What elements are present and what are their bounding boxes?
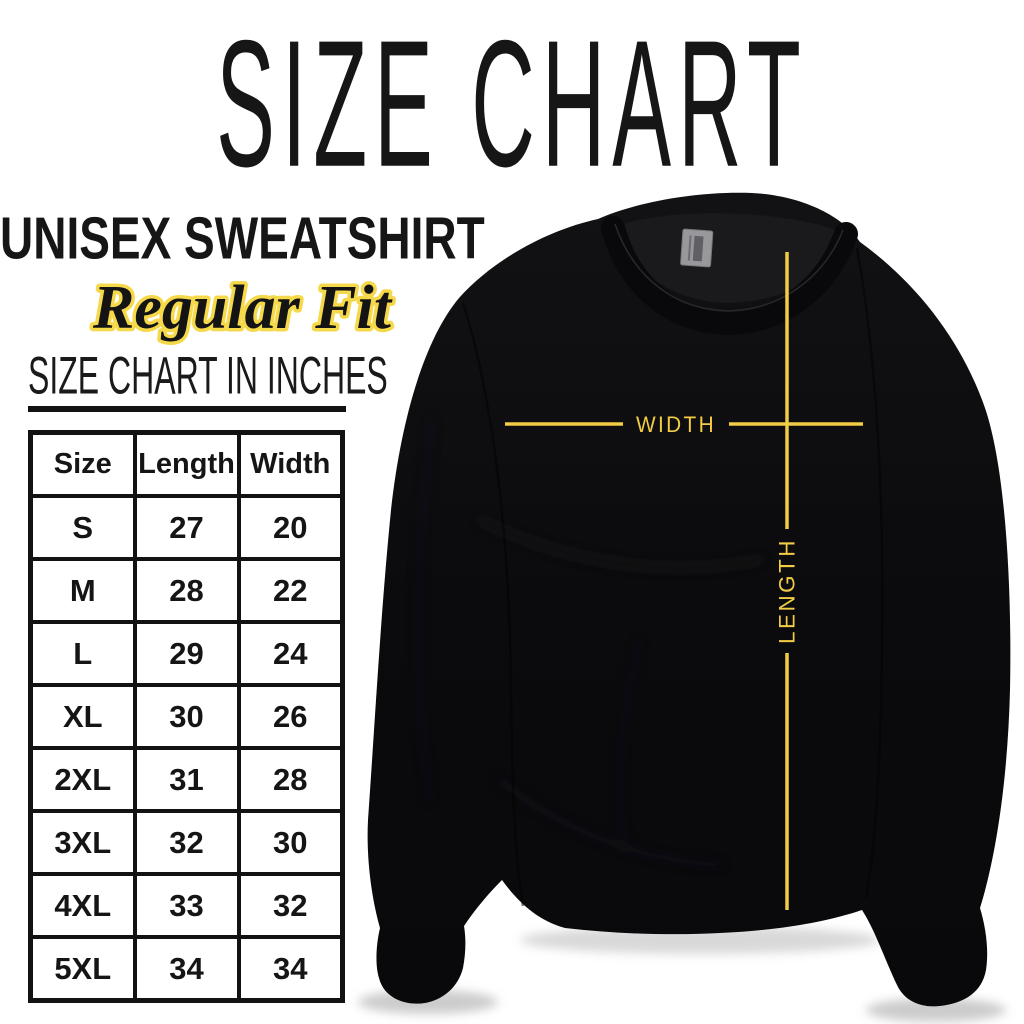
width-cell: 30	[236, 809, 345, 876]
section-heading: SIZE CHART IN INCHES	[28, 347, 388, 406]
col-header-length: Length	[132, 430, 241, 498]
length-cell: 33	[132, 872, 241, 939]
table-row: 3XL 32 30	[28, 809, 345, 876]
width-cell: 22	[236, 557, 345, 624]
size-cell: 2XL	[28, 746, 137, 813]
ground-shadow	[358, 926, 1006, 1022]
length-cell: 28	[132, 557, 241, 624]
width-cell: 32	[236, 872, 345, 939]
col-header-size: Size	[28, 430, 137, 498]
width-cell: 24	[236, 620, 345, 687]
length-cell: 27	[132, 494, 241, 561]
length-cell: 32	[132, 809, 241, 876]
measurement-overlay: WIDTH LENGTH	[505, 252, 863, 910]
table-row: 4XL 33 32	[28, 872, 345, 939]
table-row: M 28 22	[28, 557, 345, 624]
size-table: Size Length Width S 27 20 M 28 22 L 29 2…	[28, 430, 345, 1003]
length-measure-label: LENGTH	[775, 538, 800, 644]
brand-tag	[680, 228, 714, 268]
width-cell: 26	[236, 683, 345, 750]
size-cell: 5XL	[28, 935, 137, 1003]
section-heading-underline: SIZE CHART IN INCHES	[28, 350, 388, 412]
fit-label: Regular Fit	[92, 274, 393, 342]
width-cell: 20	[236, 494, 345, 561]
size-cell: M	[28, 557, 137, 624]
sleeve-seams	[461, 247, 884, 907]
table-header-row: Size Length Width	[28, 430, 345, 498]
size-cell: 4XL	[28, 872, 137, 939]
table-row: 5XL 34 34	[28, 935, 345, 1003]
length-cell: 29	[132, 620, 241, 687]
fit-label-graphic: Regular Fit	[88, 271, 396, 346]
table-row: 2XL 31 28	[28, 746, 345, 813]
length-cell: 34	[132, 935, 241, 1003]
width-measure-label: WIDTH	[636, 412, 716, 437]
table-row: S 27 20	[28, 494, 345, 561]
table-row: L 29 24	[28, 620, 345, 687]
size-cell: S	[28, 494, 137, 561]
col-header-width: Width	[236, 430, 345, 498]
width-cell: 28	[236, 746, 345, 813]
width-cell: 34	[236, 935, 345, 1003]
size-cell: 3XL	[28, 809, 137, 876]
table-row: XL 30 26	[28, 683, 345, 750]
product-name: UNISEX SWEATSHIRT	[0, 204, 485, 272]
length-cell: 30	[132, 683, 241, 750]
fabric-folds	[415, 417, 764, 869]
collar-band	[601, 216, 858, 336]
collar-seam	[614, 223, 844, 312]
page-title: SIZE CHART	[216, 1, 808, 205]
size-cell: L	[28, 620, 137, 687]
length-cell: 31	[132, 746, 241, 813]
size-cell: XL	[28, 683, 137, 750]
